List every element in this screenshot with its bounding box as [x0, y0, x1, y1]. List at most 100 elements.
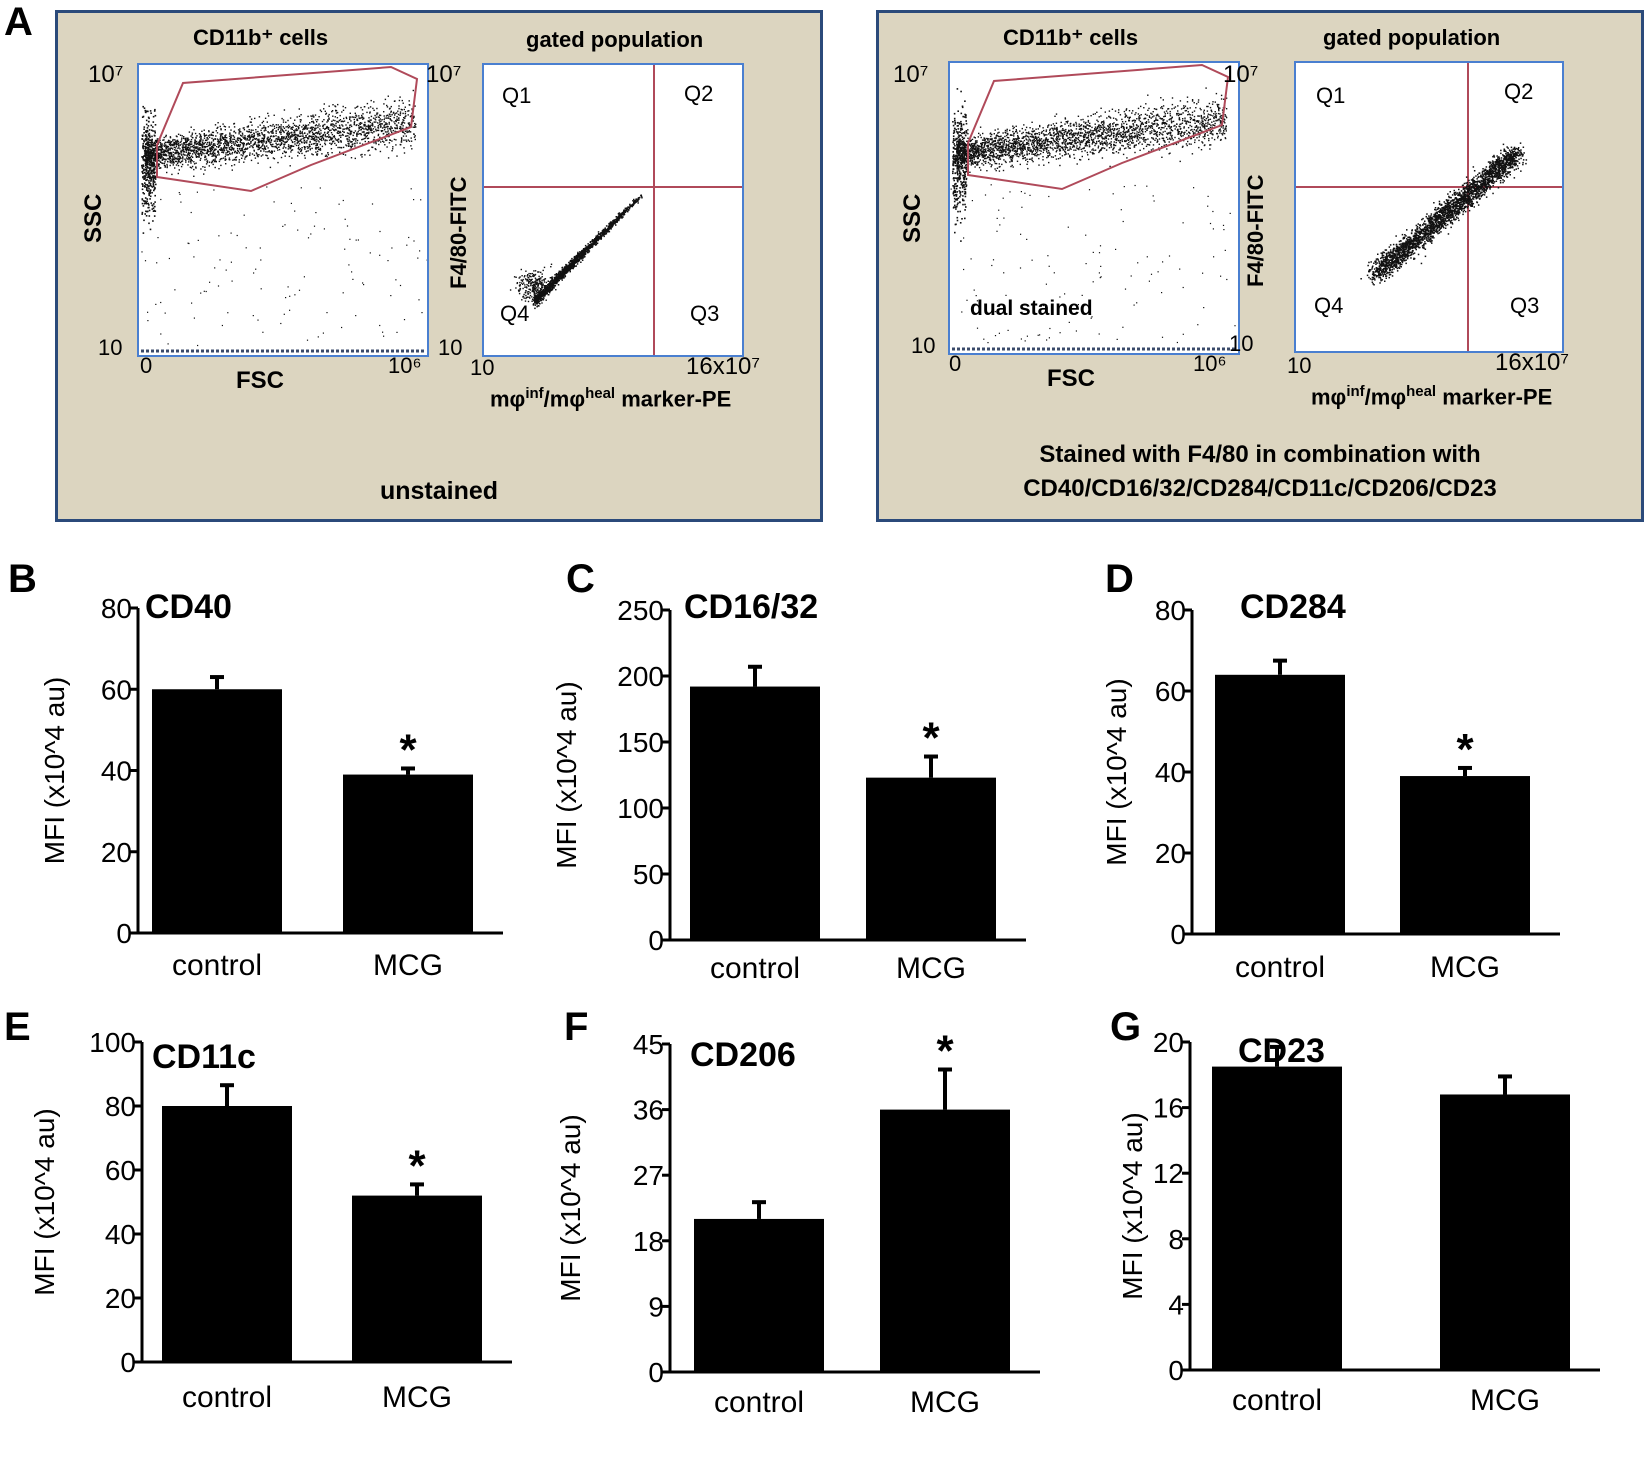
event-dot — [148, 120, 150, 123]
event-dot — [141, 138, 143, 140]
event-dot — [552, 287, 554, 290]
event-dot — [536, 279, 538, 281]
event-dot — [273, 158, 276, 160]
event-dot — [169, 149, 171, 151]
event-dot — [201, 143, 203, 146]
event-dot — [541, 294, 543, 296]
event-dot — [152, 121, 155, 123]
event-dot — [559, 278, 562, 280]
event-dot — [147, 145, 150, 147]
event-dot — [253, 154, 256, 156]
event-dot — [263, 148, 265, 150]
event-dot — [153, 162, 155, 165]
event-dot — [157, 164, 160, 166]
event-dot — [537, 295, 539, 297]
event-dot — [175, 151, 177, 153]
event-dot — [550, 289, 552, 292]
event-dot — [172, 162, 174, 164]
event-dot — [297, 229, 299, 231]
event-dot — [169, 156, 171, 159]
event-dot — [163, 139, 165, 141]
event-dot — [309, 149, 311, 151]
event-dot — [535, 278, 537, 281]
event-dot — [540, 295, 543, 297]
event-dot — [541, 273, 543, 275]
event-dot — [534, 289, 536, 291]
event-dot — [278, 125, 281, 128]
event-dot — [379, 324, 381, 327]
event-dot — [1120, 126, 1122, 129]
event-dot — [289, 135, 291, 138]
event-dot — [594, 244, 597, 246]
event-dot — [175, 152, 177, 155]
event-dot — [546, 285, 548, 288]
event-dot — [373, 142, 375, 144]
event-dot — [299, 130, 301, 132]
event-dot — [153, 175, 155, 177]
event-dot — [1189, 118, 1192, 121]
event-dot — [327, 152, 329, 154]
event-dot — [541, 298, 543, 301]
event-dot — [208, 141, 210, 143]
event-dot — [287, 126, 290, 129]
event-dot — [285, 129, 287, 132]
event-dot — [276, 140, 279, 142]
event-dot — [1051, 134, 1053, 137]
event-dot — [187, 139, 189, 141]
event-dot — [266, 121, 268, 123]
event-dot — [525, 290, 527, 292]
event-dot — [313, 129, 315, 131]
event-dot — [376, 129, 379, 132]
event-dot — [339, 146, 341, 149]
event-dot — [545, 288, 548, 290]
event-dot — [377, 126, 379, 129]
event-dot — [587, 246, 589, 249]
event-dot — [214, 267, 216, 269]
event-dot — [287, 134, 290, 136]
event-dot — [205, 163, 208, 165]
event-dot — [337, 141, 340, 143]
event-dot — [142, 156, 144, 158]
event-dot — [367, 132, 370, 135]
event-dot — [311, 126, 313, 128]
event-dot — [242, 151, 244, 153]
event-dot — [145, 134, 147, 136]
event-dot — [240, 131, 242, 133]
event-dot — [315, 131, 318, 134]
event-dot — [299, 132, 301, 135]
event-dot — [616, 220, 618, 222]
event-dot — [529, 292, 531, 294]
event-dot — [286, 133, 288, 135]
event-dot — [272, 145, 274, 148]
event-dot — [386, 126, 388, 128]
event-dot — [248, 143, 250, 145]
event-dot — [300, 119, 302, 121]
event-dot — [321, 145, 324, 148]
event-dot — [353, 121, 356, 123]
event-dot — [1052, 128, 1054, 130]
event-dot — [610, 226, 612, 229]
event-dot — [186, 139, 188, 141]
event-dot — [184, 154, 186, 156]
event-dot — [181, 143, 183, 145]
event-dot — [526, 275, 528, 277]
event-dot — [356, 133, 358, 135]
event-dot — [994, 140, 996, 142]
event-dot — [983, 155, 985, 157]
event-dot — [152, 184, 155, 186]
event-dot — [599, 238, 601, 240]
event-dot — [157, 146, 160, 148]
event-dot — [405, 115, 407, 117]
event-dot — [185, 159, 187, 162]
event-dot — [338, 131, 341, 133]
event-dot — [545, 281, 548, 284]
event-dot — [307, 237, 310, 239]
event-dot — [588, 251, 590, 253]
event-dot — [551, 287, 553, 289]
event-dot — [316, 132, 319, 135]
event-dot — [372, 117, 375, 119]
event-dot — [240, 134, 242, 136]
event-dot — [207, 145, 210, 147]
event-dot — [414, 122, 416, 125]
event-dot — [370, 115, 373, 118]
